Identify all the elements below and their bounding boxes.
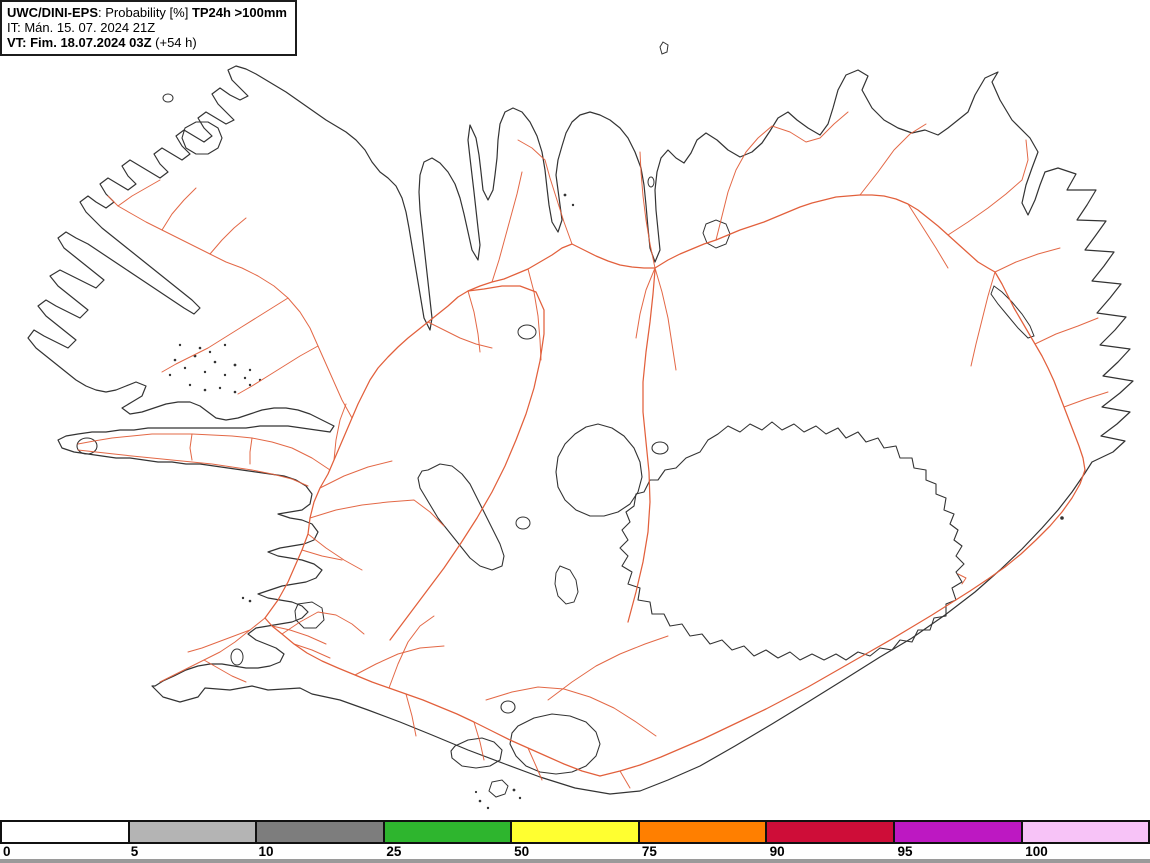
init-time-line: IT: Mán. 15. 07. 2024 21Z bbox=[7, 20, 156, 35]
field-name: Probability [%] bbox=[105, 5, 192, 20]
colorbar-tick-label: 95 bbox=[897, 844, 913, 859]
colorbar-tick-label: 75 bbox=[641, 844, 657, 859]
colorbar-segment bbox=[637, 822, 766, 842]
colorbar-tick-label: 0 bbox=[3, 844, 11, 859]
glacier-outlines bbox=[76, 121, 965, 775]
valid-time: VT: Fim. 18.07.2024 03Z bbox=[7, 35, 152, 50]
threshold-label: TP24h >100mm bbox=[191, 5, 287, 20]
lakes bbox=[230, 219, 1035, 666]
colorbar-tick-label: 5 bbox=[130, 844, 139, 859]
bottom-strip bbox=[0, 859, 1150, 863]
colorbar-segment bbox=[127, 822, 256, 842]
title-box: UWC/DINI-EPS: Probability [%] TP24h >100… bbox=[0, 0, 297, 56]
colorbar: 0 5 10 25 50 75 90 95 100 bbox=[0, 820, 1150, 863]
colorbar-tick-label: 100 bbox=[1025, 844, 1048, 859]
model-name: UWC/DINI-EPS bbox=[7, 5, 98, 20]
lead-time: (+54 h) bbox=[151, 35, 197, 50]
road-network bbox=[77, 111, 1109, 789]
colorbar-tick-label: 90 bbox=[769, 844, 785, 859]
islands-skerries bbox=[162, 41, 1064, 810]
title-separator: : bbox=[98, 5, 106, 20]
valid-time-line: VT: Fim. 18.07.2024 03Z (+54 h) bbox=[7, 35, 287, 50]
colorbar-segment bbox=[382, 822, 511, 842]
colorbar-tick-labels: 0 5 10 25 50 75 90 95 100 bbox=[0, 844, 1150, 859]
colorbar-tick-label: 10 bbox=[258, 844, 274, 859]
title-line: UWC/DINI-EPS: Probability [%] TP24h >100… bbox=[7, 5, 287, 20]
colorbar-segments bbox=[0, 820, 1150, 844]
colorbar-segment bbox=[1020, 822, 1149, 842]
colorbar-segment bbox=[510, 822, 638, 842]
coastline bbox=[27, 65, 1134, 795]
colorbar-segment bbox=[765, 822, 893, 842]
colorbar-segment bbox=[2, 822, 128, 842]
colorbar-tick-label: 25 bbox=[386, 844, 402, 859]
colorbar-segment bbox=[892, 822, 1021, 842]
colorbar-tick-label: 50 bbox=[514, 844, 530, 859]
iceland-map bbox=[27, 41, 1134, 810]
colorbar-segment bbox=[255, 822, 383, 842]
